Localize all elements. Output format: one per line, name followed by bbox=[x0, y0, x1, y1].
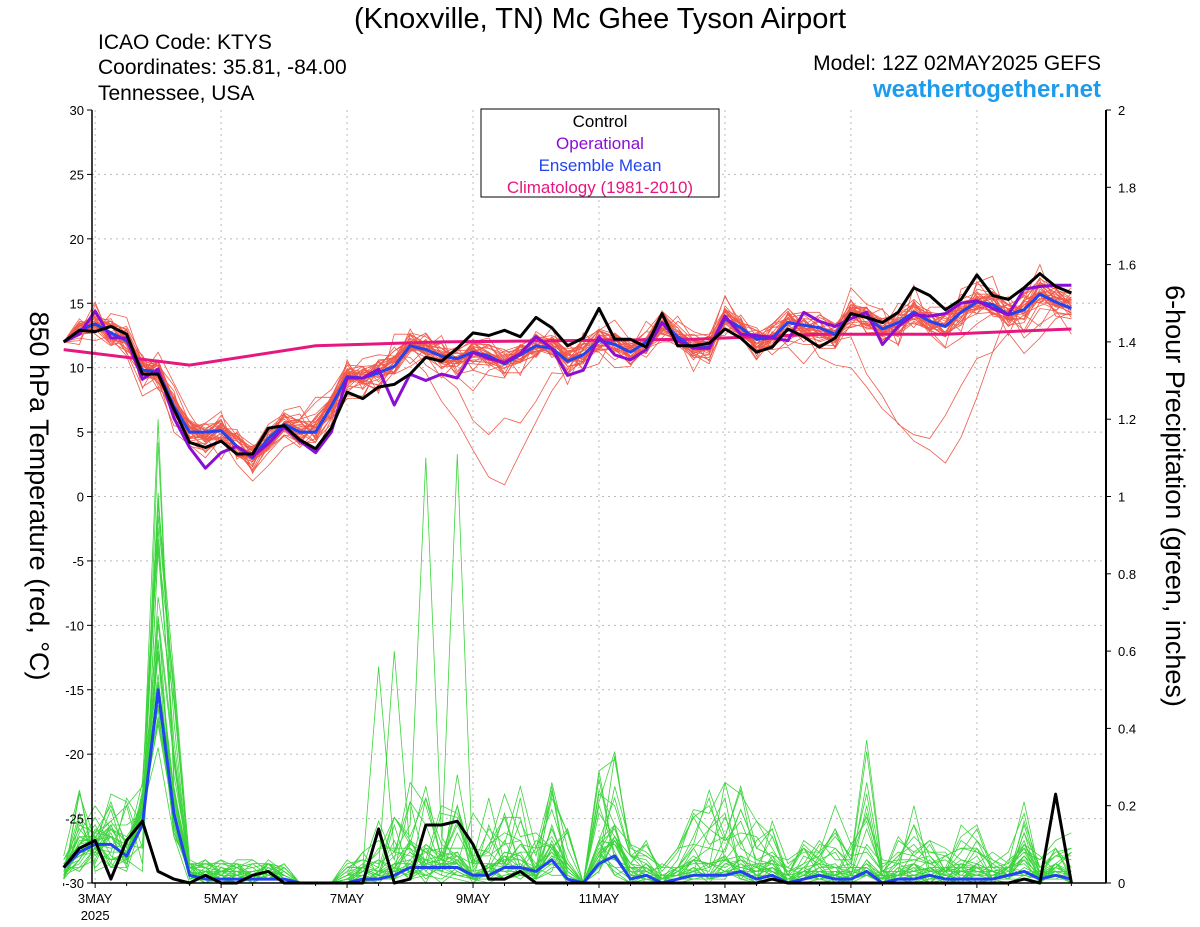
site-brand[interactable]: weathertogether.net bbox=[872, 76, 1101, 103]
y-right-tick-label: 0.8 bbox=[1118, 567, 1136, 582]
axes: 302520151050-5-10-15-20-25-3021.81.61.41… bbox=[63, 103, 1136, 923]
icao-code: ICAO Code: KTYS bbox=[98, 31, 272, 54]
y-left-tick-label: -30 bbox=[65, 876, 84, 891]
y-left-tick-label: 0 bbox=[77, 490, 84, 505]
legend: Control Operational Ensemble Mean Climatolo… bbox=[480, 108, 720, 198]
precip-member-line bbox=[63, 709, 1072, 884]
y-axis-left-label: 850 hPa Temperature (red, °C) bbox=[24, 312, 54, 681]
temp-member-line bbox=[63, 301, 1072, 486]
precip-member-line bbox=[63, 616, 1072, 885]
legend-entry: Operational bbox=[556, 134, 644, 153]
legend-entry: Climatology (1981-2010) bbox=[507, 178, 693, 197]
chart-title: (Knoxville, TN) Mc Ghee Tyson Airport bbox=[354, 3, 846, 35]
precip-member-line bbox=[63, 515, 1072, 884]
y-left-tick-label: -15 bbox=[65, 683, 84, 698]
y-axis-right-label: 6-hour Precipitation (green, inches) bbox=[1160, 285, 1190, 707]
precip-member-lines bbox=[63, 419, 1072, 885]
precip-member-line bbox=[63, 500, 1072, 884]
legend-box bbox=[480, 108, 720, 198]
header: (Knoxville, TN) Mc Ghee Tyson Airport IC… bbox=[98, 3, 1101, 105]
y-right-tick-label: 1.6 bbox=[1118, 258, 1136, 273]
x-tick-label: 3MAY bbox=[78, 891, 113, 906]
y-right-tick-label: 0.2 bbox=[1118, 799, 1136, 814]
x-tick-year-label: 2025 bbox=[81, 908, 110, 923]
x-tick-label: 17MAY bbox=[956, 891, 998, 906]
model-run: Model: 12Z 02MAY2025 GEFS bbox=[813, 52, 1101, 75]
y-left-tick-label: -25 bbox=[65, 812, 84, 827]
y-right-tick-label: 1 bbox=[1118, 490, 1125, 505]
precip-member-line bbox=[63, 681, 1072, 884]
x-tick-label: 13MAY bbox=[704, 891, 746, 906]
temp-member-line bbox=[63, 291, 1072, 466]
y-right-tick-label: 0.4 bbox=[1118, 721, 1136, 736]
temp-climatology-line bbox=[63, 327, 1072, 367]
y-left-tick-label: 5 bbox=[77, 425, 84, 440]
y-left-tick-label: -10 bbox=[65, 618, 84, 633]
precip-member-line bbox=[63, 442, 1072, 884]
precip-member-line bbox=[63, 681, 1072, 884]
precip-member-line bbox=[63, 693, 1072, 884]
y-right-tick-label: 1.4 bbox=[1118, 335, 1136, 350]
precip-member-line bbox=[63, 681, 1072, 884]
main-lines bbox=[62, 272, 1073, 885]
y-left-tick-label: 25 bbox=[70, 167, 84, 182]
coordinates: Coordinates: 35.81, -84.00 bbox=[98, 56, 347, 79]
temp-control-line bbox=[62, 272, 1072, 456]
precip-member-line bbox=[63, 685, 1072, 884]
y-left-tick-label: -20 bbox=[65, 747, 84, 762]
x-tick-label: 5MAY bbox=[204, 891, 239, 906]
precip-member-line bbox=[63, 527, 1072, 884]
precip-member-line bbox=[63, 689, 1072, 884]
location-region: Tennessee, USA bbox=[98, 82, 254, 105]
legend-entry: Control bbox=[573, 112, 628, 131]
precip-member-line bbox=[63, 453, 1072, 885]
y-left-tick-label: 20 bbox=[70, 232, 84, 247]
precip-member-line bbox=[63, 457, 1072, 884]
x-tick-label: 11MAY bbox=[579, 891, 620, 906]
grid bbox=[92, 110, 1106, 883]
precip-member-line bbox=[63, 419, 1072, 884]
temp-ensemble-mean-line bbox=[62, 292, 1072, 460]
precip-member-line bbox=[63, 538, 1072, 884]
y-left-tick-label: -5 bbox=[72, 554, 84, 569]
x-tick-label: 9MAY bbox=[456, 891, 491, 906]
y-right-tick-label: 1.8 bbox=[1118, 180, 1136, 195]
y-left-tick-label: 15 bbox=[70, 296, 84, 311]
precip-ensemble-mean-line bbox=[62, 688, 1072, 885]
y-right-tick-label: 1.2 bbox=[1118, 412, 1136, 427]
y-right-tick-label: 0.6 bbox=[1118, 644, 1136, 659]
y-left-tick-label: 30 bbox=[70, 103, 84, 118]
x-tick-label: 15MAY bbox=[830, 891, 872, 906]
y-right-tick-label: 2 bbox=[1118, 103, 1125, 118]
y-left-tick-label: 10 bbox=[70, 361, 84, 376]
y-right-tick-label: 0 bbox=[1118, 876, 1125, 891]
x-tick-label: 7MAY bbox=[330, 891, 365, 906]
legend-entry: Ensemble Mean bbox=[539, 156, 662, 175]
